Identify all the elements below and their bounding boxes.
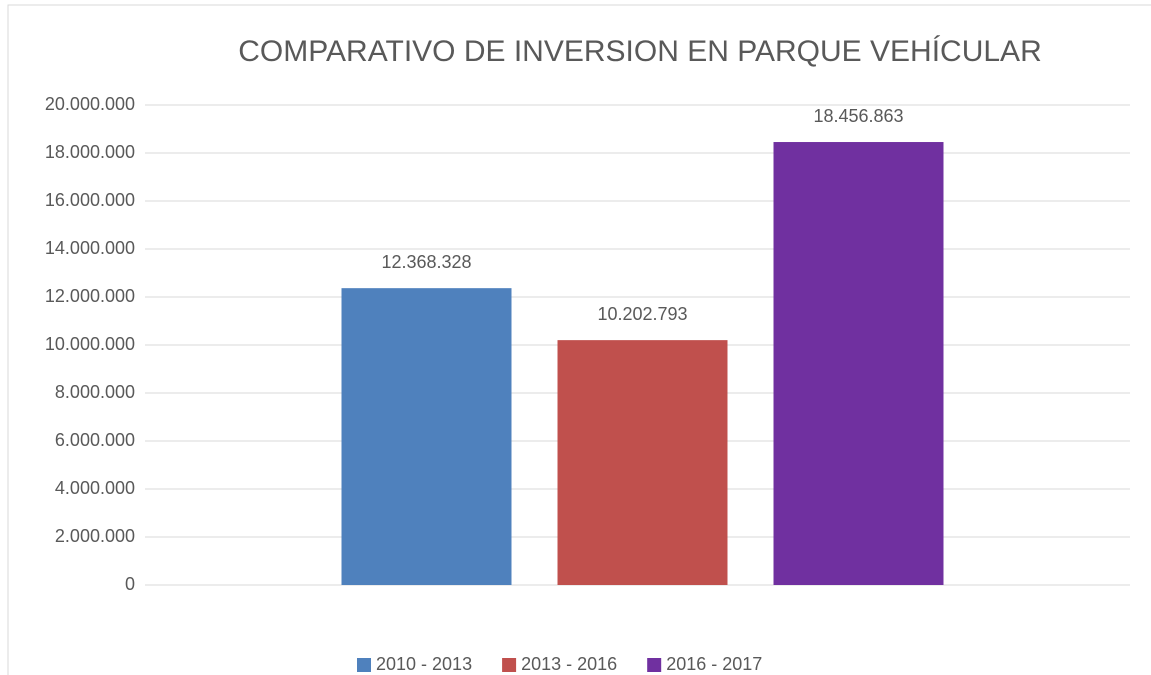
legend-swatch	[357, 658, 371, 672]
y-tick-label: 12.000.000	[45, 286, 135, 306]
value-label: 18.456.863	[813, 106, 903, 126]
y-tick-label: 20.000.000	[45, 94, 135, 114]
bar	[773, 142, 944, 586]
legend-label: 2013 - 2016	[521, 654, 617, 674]
value-label: 12.368.328	[381, 252, 471, 272]
legend-label: 2010 - 2013	[376, 654, 472, 674]
legend-swatch	[647, 658, 662, 672]
y-tick-label: 0	[125, 574, 135, 594]
y-tick-label: 6.000.000	[55, 430, 135, 450]
chart-title: COMPARATIVO DE INVERSION EN PARQUE VEHÍC…	[238, 35, 1041, 68]
legend-swatch	[502, 658, 517, 672]
value-label: 10.202.793	[597, 304, 687, 324]
y-tick-label: 18.000.000	[45, 142, 135, 162]
y-tick-label: 2.000.000	[55, 526, 135, 546]
y-tick-label: 14.000.000	[45, 238, 135, 258]
bar	[557, 340, 728, 585]
y-tick-label: 10.000.000	[45, 334, 135, 354]
y-tick-label: 16.000.000	[45, 190, 135, 210]
y-tick-label: 4.000.000	[55, 478, 135, 498]
legend-label: 2016 - 2017	[666, 654, 762, 674]
y-tick-label: 8.000.000	[55, 382, 135, 402]
bar	[341, 288, 512, 585]
